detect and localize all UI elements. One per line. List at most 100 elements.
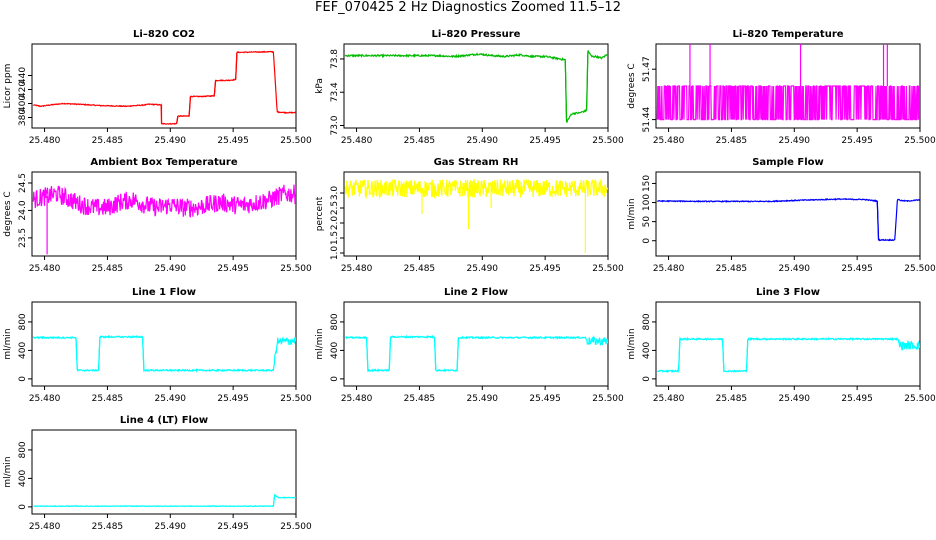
x-tick-label: 25.480 (341, 136, 373, 146)
plot-frame (31, 429, 297, 515)
y-axis-label: degrees C (3, 191, 13, 236)
chart-panel-2: Li–820 Pressure 25.480 25.485 25.490 25.495 2… (315, 29, 624, 146)
plot-frame (655, 171, 921, 257)
chart-title: Line 3 Flow (756, 287, 820, 298)
x-tick-label: 25.500 (592, 264, 624, 274)
series-line (656, 197, 920, 242)
x-tick-label: 25.490 (155, 136, 187, 146)
x-tick-label: 25.485 (92, 522, 124, 532)
chart-panel-3: Li–820 Temperature 25.480 25.485 25.490 25.4… (627, 29, 936, 146)
y-tick-label: 800 (642, 313, 652, 330)
x-tick-label: 25.495 (217, 522, 249, 532)
x-tick-label: 25.500 (280, 522, 312, 532)
x-tick-label: 25.485 (716, 394, 748, 404)
x-tick-label: 25.480 (653, 136, 685, 146)
y-tick-label: 800 (18, 441, 28, 458)
x-tick-label: 25.490 (779, 394, 811, 404)
y-axis-label: percent (315, 196, 325, 231)
series-step (366, 337, 369, 371)
series-line (32, 184, 296, 218)
y-tick-label: 0 (642, 238, 652, 244)
chart-title: Gas Stream RH (434, 157, 519, 168)
y-tick-label: 400 (18, 95, 28, 112)
x-tick-label: 25.500 (280, 394, 312, 404)
chart-title: Sample Flow (752, 157, 824, 168)
series-step (188, 96, 191, 117)
y-tick-label: 0 (18, 504, 28, 510)
figure-title: FEF_070425 2 Hz Diagnostics Zoomed 11.5–… (315, 0, 621, 15)
x-tick-label: 25.490 (155, 264, 187, 274)
x-tick-label: 25.490 (779, 136, 811, 146)
series-step (876, 200, 880, 241)
y-axis-label: ml/min (315, 328, 325, 359)
y-axis-label: kPa (315, 78, 325, 94)
x-tick-label: 25.485 (92, 136, 124, 146)
series-line (656, 85, 920, 121)
y-axis-label: Licor ppm (3, 64, 13, 109)
y-tick-label: 2.5 (330, 201, 340, 215)
series-line (344, 178, 608, 200)
plot-frame (343, 43, 609, 129)
y-tick-label: 800 (18, 313, 28, 330)
plot-frame (31, 171, 297, 257)
series-step (388, 336, 392, 371)
y-tick-label: 420 (18, 81, 28, 98)
y-tick-label: 73.8 (330, 49, 340, 69)
series-step (722, 338, 725, 372)
chart-panel-5: Gas Stream RH 25.480 25.485 25.490 25.495 25.… (315, 157, 624, 274)
y-tick-label: 1.5 (330, 231, 340, 245)
x-tick-label: 25.495 (217, 394, 249, 404)
y-tick-label: 0 (18, 376, 28, 382)
y-tick-label: 51.44 (642, 106, 652, 132)
chart-panel-9: Line 3 Flow 25.480 25.485 25.490 25.495 25.50… (627, 287, 936, 404)
series-step (98, 336, 101, 371)
y-axis-label: ml/min (3, 456, 13, 487)
y-tick-label: 51.47 (642, 56, 652, 82)
x-tick-label: 25.480 (653, 264, 685, 274)
chart-panel-7: Line 1 Flow 25.480 25.485 25.490 25.495 25.50… (3, 287, 312, 404)
plot-frame (31, 301, 297, 387)
x-tick-label: 25.490 (467, 264, 499, 274)
x-tick-label: 25.480 (653, 394, 685, 404)
x-tick-label: 25.500 (280, 136, 312, 146)
chart-title: Li–820 CO2 (133, 29, 195, 40)
y-tick-label: 0 (642, 376, 652, 382)
x-tick-label: 25.480 (29, 522, 61, 532)
x-tick-label: 25.485 (716, 136, 748, 146)
x-tick-label: 25.500 (904, 264, 936, 274)
x-tick-label: 25.485 (404, 136, 436, 146)
chart-panel-4: Ambient Box Temperature 25.480 25.485 25.49… (3, 157, 312, 274)
series-step (75, 337, 78, 371)
y-tick-label: 400 (18, 342, 28, 359)
chart-title: Line 4 (LT) Flow (120, 415, 208, 426)
series-step (142, 336, 145, 371)
series-line (344, 49, 608, 123)
x-tick-label: 25.500 (904, 394, 936, 404)
x-tick-label: 25.495 (529, 264, 561, 274)
x-tick-label: 25.480 (341, 264, 373, 274)
chart-panel-1: Li–820 CO2 25.480 25.485 25.490 25.495 25.500… (3, 29, 312, 146)
x-tick-label: 25.495 (841, 264, 873, 274)
x-tick-label: 25.500 (904, 136, 936, 146)
y-tick-label: 150 (642, 175, 652, 192)
series-step (176, 116, 179, 124)
y-tick-label: 2.0 (330, 216, 340, 231)
y-tick-label: 50 (642, 216, 652, 228)
x-tick-label: 25.480 (29, 394, 61, 404)
x-tick-label: 25.480 (29, 136, 61, 146)
plot-frame (343, 301, 609, 387)
series-step (456, 337, 459, 371)
y-tick-label: 100 (642, 194, 652, 211)
plot-frame (31, 43, 297, 129)
y-tick-label: 400 (330, 342, 340, 359)
x-tick-label: 25.490 (467, 136, 499, 146)
series-step (235, 52, 238, 80)
series-line (33, 493, 296, 508)
series-step (678, 338, 681, 372)
x-tick-label: 25.490 (155, 394, 187, 404)
x-tick-label: 25.480 (341, 394, 373, 404)
x-tick-label: 25.495 (217, 136, 249, 146)
y-tick-label: 800 (330, 313, 340, 330)
y-tick-label: 3.0 (330, 186, 340, 201)
y-tick-label: 24.5 (18, 173, 28, 193)
